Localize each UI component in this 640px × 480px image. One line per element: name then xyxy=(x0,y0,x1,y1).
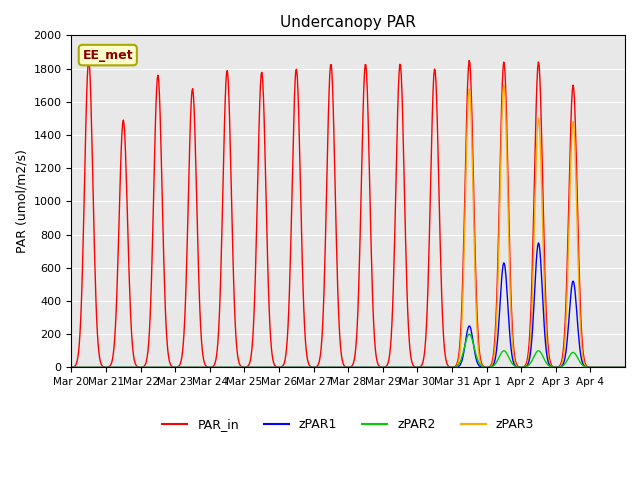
Legend: PAR_in, zPAR1, zPAR2, zPAR3: PAR_in, zPAR1, zPAR2, zPAR3 xyxy=(157,413,539,436)
Title: Undercanopy PAR: Undercanopy PAR xyxy=(280,15,416,30)
Y-axis label: PAR (umol/m2/s): PAR (umol/m2/s) xyxy=(15,149,28,253)
Text: EE_met: EE_met xyxy=(83,48,133,61)
